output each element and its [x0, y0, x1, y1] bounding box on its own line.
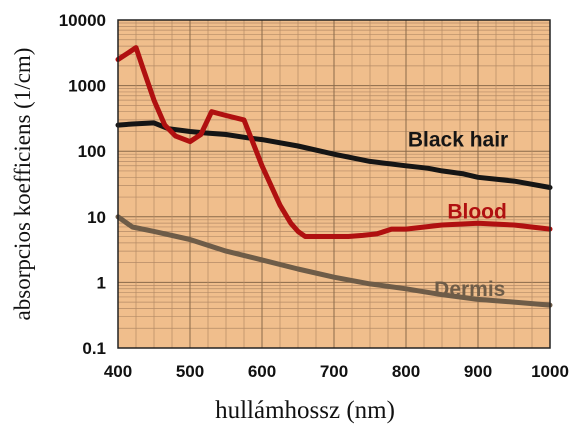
series-labels: Black hair Blood Dermis [408, 129, 508, 301]
y-tick-label: 10000 [59, 11, 106, 30]
y-axis-label: absorpcios koefficiens (1/cm) [10, 48, 35, 321]
y-tick-label: 10 [87, 208, 106, 227]
y-tick-label: 1000 [68, 77, 106, 96]
y-tick-label: 100 [78, 142, 106, 161]
x-tick-labels: 400 500 600 700 800 900 1000 [104, 362, 569, 381]
y-tick-label: 0.1 [82, 339, 106, 358]
series-lines [115, 45, 553, 308]
series-line-dermis [115, 214, 553, 308]
y-tick-label: 1 [97, 273, 106, 292]
x-tick-label: 700 [320, 362, 348, 381]
x-tick-label: 500 [176, 362, 204, 381]
series-line-blood [115, 45, 553, 239]
x-tick-label: 600 [248, 362, 276, 381]
series-label-black-hair: Black hair [408, 129, 508, 152]
y-tick-labels: 0.1 1 10 100 1000 10000 [59, 11, 106, 358]
x-axis-label: hullámhossz (nm) [215, 397, 395, 424]
x-tick-label: 1000 [531, 362, 569, 381]
series-label-dermis: Dermis [434, 278, 505, 301]
x-tick-label: 400 [104, 362, 132, 381]
x-tick-label: 900 [464, 362, 492, 381]
series-label-blood: Blood [447, 201, 506, 224]
plot-frame [117, 19, 551, 349]
grid [118, 20, 550, 349]
x-tick-label: 800 [392, 362, 420, 381]
